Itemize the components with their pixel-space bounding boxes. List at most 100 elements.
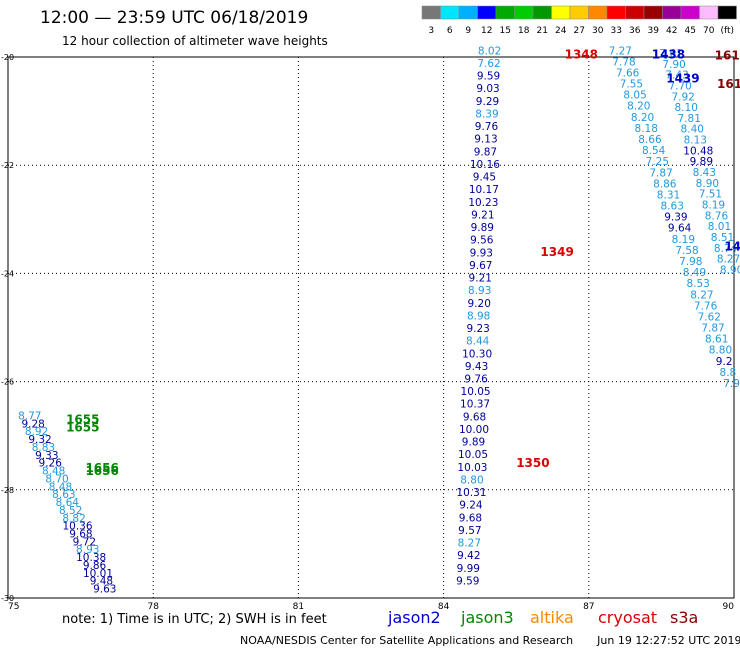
- legend-swatch: [495, 5, 515, 20]
- legend-swatch: [643, 5, 663, 20]
- wave-height-value: 7.25: [646, 156, 669, 168]
- wave-height-value: 8.82: [62, 513, 85, 525]
- legend-label: 45: [685, 26, 696, 36]
- wave-height-value: 9.20: [468, 298, 491, 310]
- legend-swatch: [625, 5, 645, 20]
- wave-height-value: 9.99: [457, 563, 480, 575]
- legend-label: 15: [500, 26, 511, 36]
- wave-height-value: 8.77: [18, 410, 41, 422]
- y-tick-label: -28: [1, 486, 14, 495]
- wave-height-value: 8.93: [76, 544, 99, 556]
- map-grid: [8, 57, 734, 598]
- wave-height-value: 8.93: [468, 285, 491, 297]
- wave-height-value: 10.03: [457, 462, 487, 474]
- map-frame: [7, 56, 735, 599]
- wave-height-value: 8.44: [466, 336, 490, 348]
- track-1438: 7.277.787.667.558.058.208.208.188.668.54…: [609, 45, 740, 390]
- legend-label: 27: [574, 26, 585, 36]
- legend-swatch: [662, 5, 682, 20]
- wave-height-value: 9.21: [469, 273, 492, 285]
- wave-height-value: 8.86: [653, 178, 677, 190]
- wave-height-value: 8.80: [460, 474, 483, 486]
- wave-height-value: 9.32: [28, 434, 51, 446]
- wave-height-value: 8.19: [672, 234, 695, 246]
- wave-height-value: 9.67: [469, 260, 492, 272]
- mission-jason2: jason2: [388, 608, 441, 627]
- wave-height-value: 8.48: [49, 481, 72, 493]
- legend-label: 24: [555, 26, 567, 36]
- wave-height-value: 8.8: [720, 367, 737, 379]
- footer-center: NOAA/NESDIS Center for Satellite Applica…: [240, 634, 574, 647]
- wave-height-value: 7.87: [701, 323, 724, 335]
- y-tick-label: -20: [1, 53, 14, 62]
- pass-number-label: 1350: [516, 456, 549, 470]
- wave-height-value: 9.89: [471, 222, 494, 234]
- wave-height-value: 9.86: [83, 560, 107, 572]
- pass-number-label: 1655: [66, 412, 99, 426]
- legend-label: 21: [537, 26, 548, 36]
- wave-height-value: 9.28: [21, 418, 44, 430]
- wave-height-value: 9.33: [35, 450, 58, 462]
- wave-height-value: 10.31: [456, 487, 486, 499]
- wave-height-value: 8.10: [675, 102, 698, 114]
- y-tick-label: -30: [1, 594, 14, 603]
- wave-height-value: 8.43: [693, 167, 716, 179]
- footer: NOAA/NESDIS Center for Satellite Applica…: [240, 634, 740, 647]
- track-1348: 8.027.629.599.039.298.399.769.139.8710.1…: [456, 45, 501, 587]
- wave-height-value: 8.80: [709, 345, 732, 357]
- wave-height-value: 9.42: [457, 550, 480, 562]
- legend-label: 9: [465, 26, 471, 36]
- wave-height-value: 8.01: [708, 221, 731, 233]
- wave-height-value: 8.31: [657, 189, 680, 201]
- wave-height-value: 8.39: [475, 108, 498, 120]
- wave-height-value: 8.40: [681, 124, 704, 136]
- wave-height-value: 8.98: [467, 310, 490, 322]
- wave-height-value: 9.76: [464, 374, 488, 386]
- mission-s3a: s3a: [670, 608, 699, 627]
- wave-height-value: 8.74: [714, 243, 738, 255]
- pass-number-label: 1618: [717, 77, 740, 91]
- wave-height-value: 8.20: [627, 101, 650, 113]
- pass-number-label: 1655: [66, 421, 99, 435]
- wave-height-value: 9.13: [474, 134, 497, 146]
- wave-height-value: 10.37: [460, 399, 490, 411]
- wave-height-value: 9.59: [477, 71, 500, 83]
- wave-height-value: 8.20: [631, 112, 654, 124]
- x-tick-label: 84: [438, 602, 450, 612]
- footer-timestamp: Jun 19 12:27:52 UTC 2019: [597, 634, 740, 647]
- wave-height-value: 10.01: [83, 568, 113, 580]
- wave-height-value: 9.89: [462, 437, 485, 449]
- wave-height-value: 7.43: [665, 70, 688, 82]
- wave-height-value: 7.58: [675, 245, 698, 257]
- track-1439: 7.617.907.437.707.928.107.818.408.1310.4…: [659, 48, 740, 276]
- mission-jason3: jason3: [461, 608, 514, 627]
- wave-height-value: 7.92: [671, 91, 694, 103]
- legend-swatch: [680, 5, 700, 20]
- wave-height-value: 8.92: [25, 426, 48, 438]
- wave-height-value: 9.24: [459, 500, 483, 512]
- pass-number-label: 1619: [715, 48, 740, 62]
- wave-height-value: 9.59: [456, 575, 479, 587]
- altimeter-tracks: 8.027.629.599.039.298.399.769.139.8710.1…: [18, 45, 740, 595]
- legend-swatch: [440, 5, 460, 20]
- legend-label: 33: [611, 26, 622, 36]
- legend-swatch: [551, 5, 571, 20]
- legend-label: 30: [592, 26, 604, 36]
- wave-height-value: 8.05: [623, 90, 646, 102]
- y-tick-label: -24: [1, 269, 14, 278]
- wave-height-value: 8.18: [635, 123, 658, 135]
- wave-height-value: 9.43: [465, 361, 488, 373]
- x-tick-label: 81: [293, 602, 304, 612]
- wave-height-value: 8.61: [705, 334, 728, 346]
- legend-swatch: [477, 5, 497, 20]
- wave-height-value: 8.54: [642, 145, 666, 157]
- legend-swatch: [421, 5, 441, 20]
- wave-height-value: 7.51: [699, 189, 722, 201]
- x-tick-label: 87: [583, 602, 594, 612]
- wave-height-value: 8.53: [686, 278, 709, 290]
- wave-height-value: 9.63: [93, 584, 116, 596]
- x-tick-label: 90: [723, 602, 735, 612]
- wave-height-value: 7.76: [694, 300, 718, 312]
- wave-height-value: 9.56: [470, 235, 494, 247]
